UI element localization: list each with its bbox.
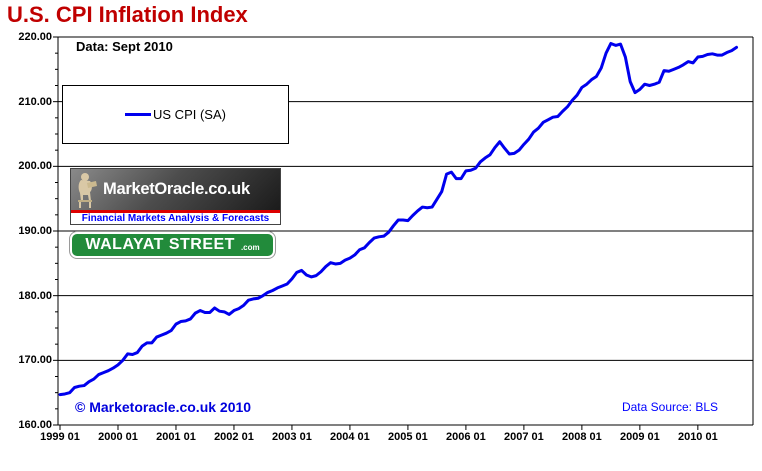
x-tick-label: 2001 01 [156,431,196,443]
y-tick-label: 200.00 [18,160,52,173]
y-tick-label: 170.00 [18,354,52,367]
y-tick-label: 220.00 [18,31,52,43]
x-tick-label: 2003 01 [272,431,312,443]
copyright-text: © Marketoracle.co.uk 2010 [75,399,252,415]
y-tick-label: 160.00 [18,419,52,431]
x-tick-label: 2010 01 [677,431,718,443]
walayat-street-suffix: .com [240,242,260,252]
data-source-text: Data Source: BLS [621,400,719,414]
legend-line-swatch [125,113,152,116]
x-tick-label: 2007 01 [503,431,544,443]
data-note: Data: Sept 2010 [76,39,173,54]
walayat-street-name: WALAYAT STREET [85,236,235,253]
legend-label: US CPI (SA) [153,107,226,122]
y-tick-label: 180.00 [18,289,52,302]
y-tick-label: 190.00 [18,225,52,237]
statue-icon [78,173,97,208]
marketoracle-name: MarketOracle.co.uk [103,180,250,198]
chart-title: U.S. CPI Inflation Index [7,2,248,27]
x-tick-label: 2004 01 [330,431,370,443]
x-tick-label: 2009 01 [619,431,660,443]
x-tick-label: 2005 01 [388,431,428,443]
legend-box: US CPI (SA) [62,85,289,144]
x-tick-label: 2006 01 [446,431,486,443]
y-tick-label: 210.00 [18,95,52,108]
marketoracle-logo[interactable]: MarketOracle.co.uk Financial Markets Ana… [70,168,281,225]
logo-red-stripe [71,210,280,213]
marketoracle-banner: MarketOracle.co.uk [71,169,280,210]
cpi-line-series [58,41,739,397]
x-tick-label: 2002 01 [214,431,254,443]
x-tick-label: 2000 01 [98,431,138,443]
x-tick-label: 2008 01 [561,431,602,443]
x-tick-label: 1999 01 [40,431,80,443]
walayat-street-sign[interactable]: WALAYAT STREET .com [69,231,276,259]
marketoracle-tagline: Financial Markets Analysis & Forecasts [71,213,280,224]
